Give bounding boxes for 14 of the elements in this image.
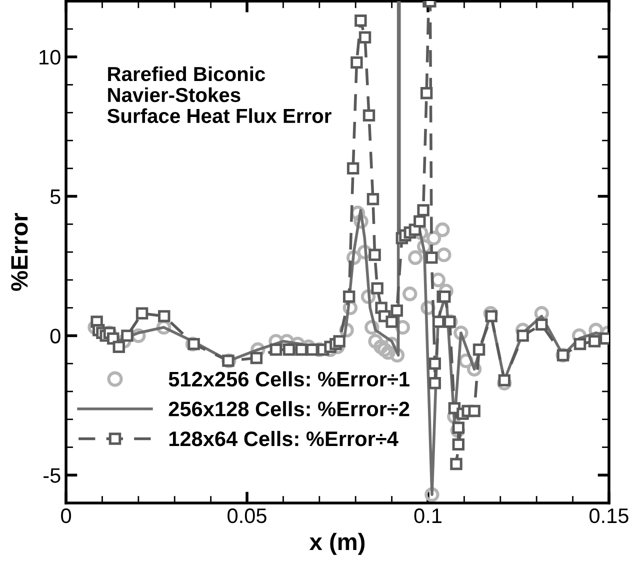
y-axis-title: %Error <box>11 213 28 291</box>
x-tick-label: 0.05 <box>228 508 266 524</box>
annotation: Rarefied Biconic Navier-Stokes Surface Heat Flux Error <box>107 66 332 124</box>
legend-label: 128x64 Cells: %Error÷4 <box>169 430 398 446</box>
y-tick-label: 0 <box>50 328 60 344</box>
x-tick-label: 0 <box>61 508 72 524</box>
x-tick-label: 0.1 <box>414 508 442 524</box>
legend-label: 512x256 Cells: %Error÷1 <box>168 371 410 387</box>
x-axis-title: x (m) <box>309 532 365 555</box>
y-tick-label: 5 <box>50 190 60 204</box>
legend-label: 256x128 Cells: %Error÷2 <box>168 401 410 416</box>
x-tick-label: 0.15 <box>590 508 628 524</box>
y-tick-label: 10 <box>40 50 60 65</box>
y-tick-label: -5 <box>44 468 60 483</box>
